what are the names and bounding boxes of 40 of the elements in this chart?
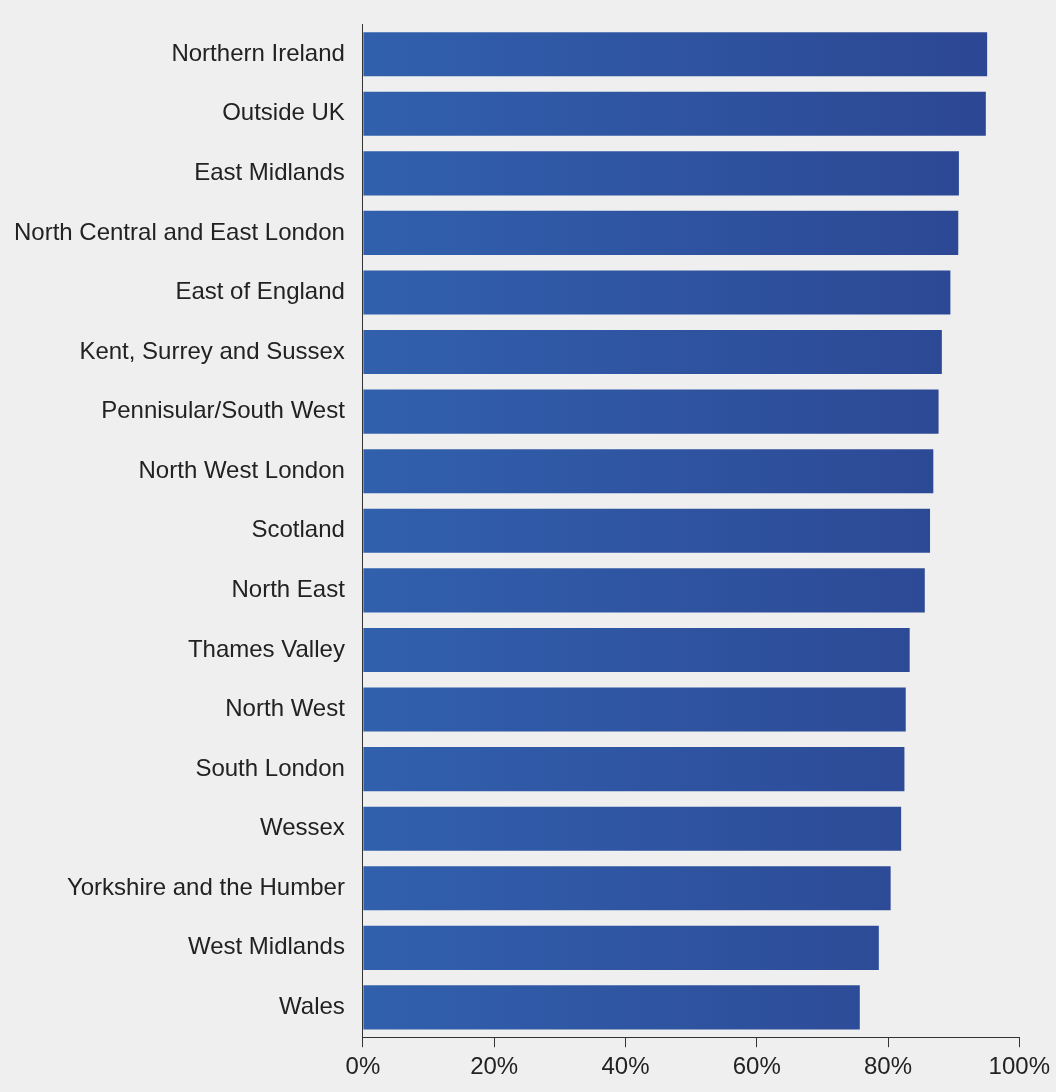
bar: [363, 687, 906, 732]
bar: [363, 210, 959, 255]
y-tick-label: North East: [231, 575, 346, 602]
x-tick-label: 60%: [732, 1052, 781, 1080]
bar: [363, 389, 939, 434]
bar: [363, 568, 925, 613]
y-tick-label: East Midlands: [194, 157, 345, 185]
bar: [363, 508, 931, 553]
x-tick-label: 100%: [988, 1052, 1050, 1080]
bar: [363, 806, 902, 851]
y-tick-label: Pennisular/South West: [101, 396, 346, 424]
y-tick-label: West Midlands: [187, 932, 345, 960]
y-tick-label: Wessex: [259, 813, 345, 841]
x-tick-label: 40%: [601, 1052, 650, 1080]
y-tick-label: North West: [225, 694, 346, 722]
bar: [363, 151, 959, 196]
x-tick-label: 20%: [470, 1052, 519, 1080]
y-tick-label: Outside UK: [222, 98, 345, 126]
y-tick-label: Scotland: [251, 515, 345, 543]
y-tick-label: North West London: [138, 455, 345, 483]
x-tick-label: 0%: [345, 1052, 381, 1080]
bar: [363, 925, 879, 970]
bar: [363, 270, 951, 315]
bar: [363, 985, 860, 1030]
y-tick-label: Thames Valley: [187, 634, 345, 662]
bar: [363, 91, 986, 136]
y-tick-label: South London: [195, 753, 345, 781]
y-tick-label: East of England: [175, 277, 345, 305]
bar: [363, 449, 934, 494]
bar: [363, 32, 988, 77]
x-tick-label: 80%: [864, 1052, 913, 1080]
y-tick-label: Northern Ireland: [171, 38, 345, 66]
y-tick-label: Kent, Surrey and Sussex: [79, 336, 345, 364]
bar: [363, 866, 891, 911]
y-tick-label: Wales: [279, 992, 345, 1020]
bar: [363, 747, 905, 792]
bar: [363, 330, 942, 375]
bar: [363, 627, 910, 672]
y-tick-label: North Central and East London: [13, 217, 345, 245]
y-tick-label: Yorkshire and the Humber: [66, 872, 345, 900]
